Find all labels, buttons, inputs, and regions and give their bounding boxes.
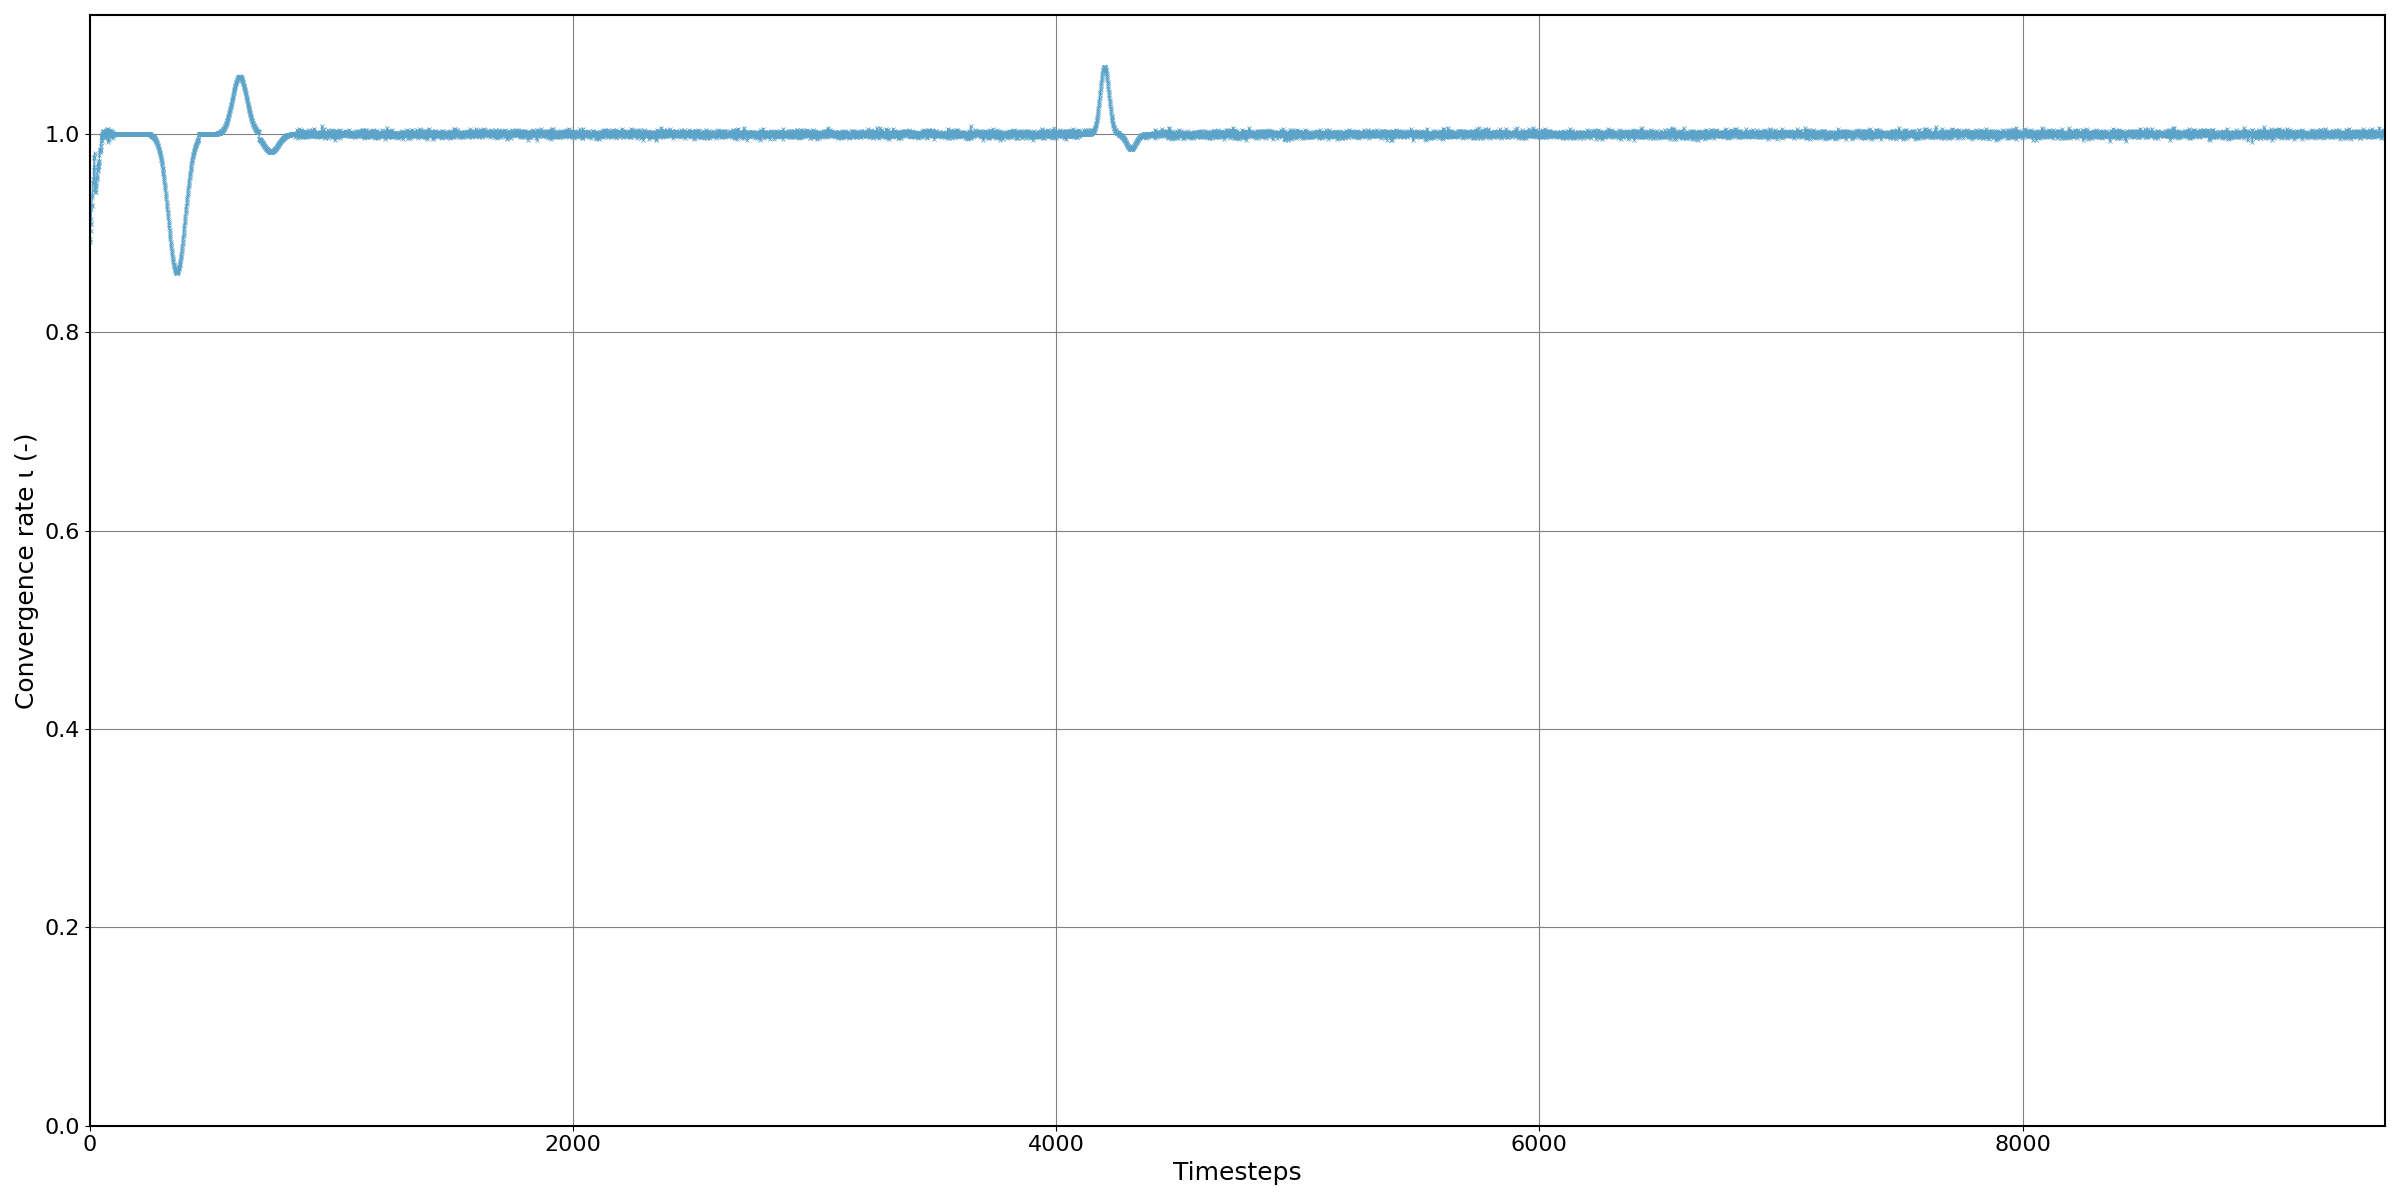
X-axis label: Timesteps: Timesteps <box>1174 1160 1301 1184</box>
Y-axis label: Convergence rate ι (-): Convergence rate ι (-) <box>14 432 38 709</box>
